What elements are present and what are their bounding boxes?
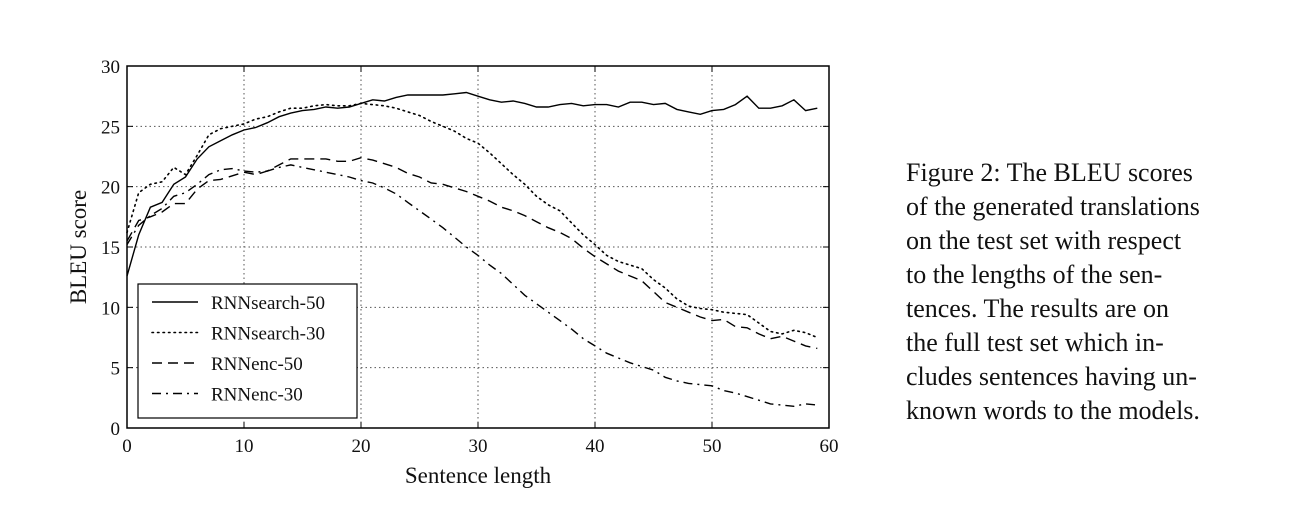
x-tick-label: 30 xyxy=(469,436,488,457)
series-line-rnnenc-30 xyxy=(126,164,818,408)
x-axis-label: Sentence length xyxy=(405,463,552,488)
y-tick-label: 15 xyxy=(101,238,120,259)
y-tick-label: 20 xyxy=(101,178,120,199)
series-layer xyxy=(126,91,819,408)
y-tick-label: 10 xyxy=(101,298,120,319)
caption-line: cludes sentences having un- xyxy=(906,362,1197,391)
legend: RNNsearch-50 RNNsearch-30 RNNenc-50 RNNenc-… xyxy=(137,283,358,419)
caption-line: the full test set which in- xyxy=(906,328,1164,357)
caption-line: Figure 2: The BLEU scores xyxy=(906,158,1193,187)
y-tick-label: 5 xyxy=(111,359,121,380)
x-tick-label: 20 xyxy=(352,436,371,457)
axis-ticks xyxy=(126,65,830,429)
legend-label: RNNsearch-30 xyxy=(211,324,325,345)
x-tick-label: 40 xyxy=(586,436,605,457)
x-tick-label: 60 xyxy=(820,436,839,457)
series-line-rnnsearch-30 xyxy=(126,102,819,339)
figure-caption: Figure 2: The BLEU scores of the generat… xyxy=(906,156,1262,428)
caption-line: on the test set with respect xyxy=(906,226,1182,255)
legend-label: RNNenc-30 xyxy=(211,385,303,406)
y-tick-label: 30 xyxy=(101,57,120,78)
y-tick-label: 25 xyxy=(101,117,120,138)
series-line-rnnenc-50 xyxy=(126,156,818,350)
caption-line: tences. The results are on xyxy=(906,294,1170,323)
x-tick-label: 10 xyxy=(235,436,254,457)
caption-line: known words to the models. xyxy=(906,396,1200,425)
caption-line: to the lengths of the sen- xyxy=(906,260,1163,289)
x-tick-label: 0 xyxy=(122,436,132,457)
legend-box xyxy=(137,283,358,419)
tick-labels: 0 10 20 30 40 50 60 0 5 10 15 20 25 30 xyxy=(101,57,839,457)
y-axis-label: BLEU score xyxy=(66,190,91,304)
series-line-rnnsearch-50 xyxy=(126,91,818,277)
caption-line: of the generated translations xyxy=(906,192,1200,221)
legend-label: RNNenc-50 xyxy=(211,354,303,375)
y-tick-label: 0 xyxy=(111,419,121,440)
bleu-chart: 0 10 20 30 40 50 60 0 5 10 15 20 25 30 Sentence lengt… xyxy=(66,57,839,488)
x-tick-label: 50 xyxy=(703,436,722,457)
legend-label: RNNsearch-50 xyxy=(211,293,325,314)
